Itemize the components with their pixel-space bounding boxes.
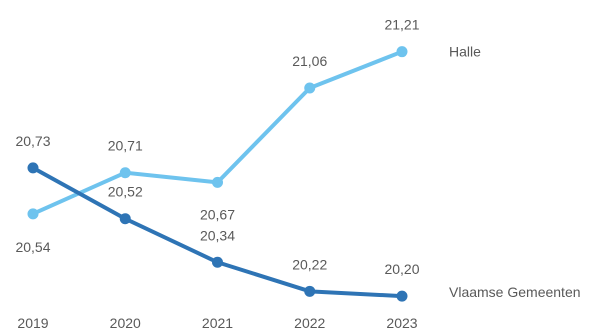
data-point bbox=[396, 290, 408, 302]
series-line bbox=[31, 49, 404, 216]
series-name-label: Halle bbox=[449, 44, 481, 60]
data-point bbox=[396, 46, 408, 58]
data-label: 21,06 bbox=[292, 53, 327, 69]
data-label: 21,21 bbox=[384, 17, 419, 33]
data-point bbox=[304, 285, 316, 297]
data-point bbox=[27, 162, 39, 174]
x-tick-label: 2020 bbox=[110, 315, 141, 331]
x-tick-label: 2022 bbox=[294, 315, 325, 331]
series-layer: 20,54 20,71 20,67 21,06 21,21 Halle 20,73 20,52… bbox=[15, 17, 581, 302]
data-label: 20,34 bbox=[200, 227, 235, 243]
series-halle: 20,54 20,71 20,67 21,06 21,21 Halle bbox=[15, 17, 481, 255]
series-name-label: Vlaamse Gemeenten bbox=[449, 284, 581, 300]
x-tick-label: 2019 bbox=[17, 315, 48, 331]
data-label: 20,73 bbox=[15, 133, 50, 149]
data-point bbox=[27, 208, 39, 220]
data-label: 20,22 bbox=[292, 256, 327, 272]
data-point bbox=[119, 213, 131, 225]
x-axis: 2019 2020 2021 2022 2023 bbox=[17, 315, 417, 331]
data-point bbox=[212, 256, 223, 268]
series-vlaamse-gemeenten: 20,73 20,52 20,34 20,22 20,20 Vlaamse Gemeent… bbox=[15, 133, 581, 302]
data-point bbox=[212, 176, 223, 188]
data-label: 20,67 bbox=[200, 206, 235, 222]
data-point bbox=[304, 82, 316, 94]
data-label: 20,54 bbox=[15, 239, 50, 255]
x-tick-label: 2023 bbox=[386, 315, 417, 331]
data-label: 20,52 bbox=[108, 184, 143, 200]
x-tick-label: 2021 bbox=[202, 315, 233, 331]
data-label: 20,20 bbox=[384, 261, 419, 277]
data-point bbox=[119, 167, 131, 179]
data-label: 20,71 bbox=[108, 138, 143, 154]
